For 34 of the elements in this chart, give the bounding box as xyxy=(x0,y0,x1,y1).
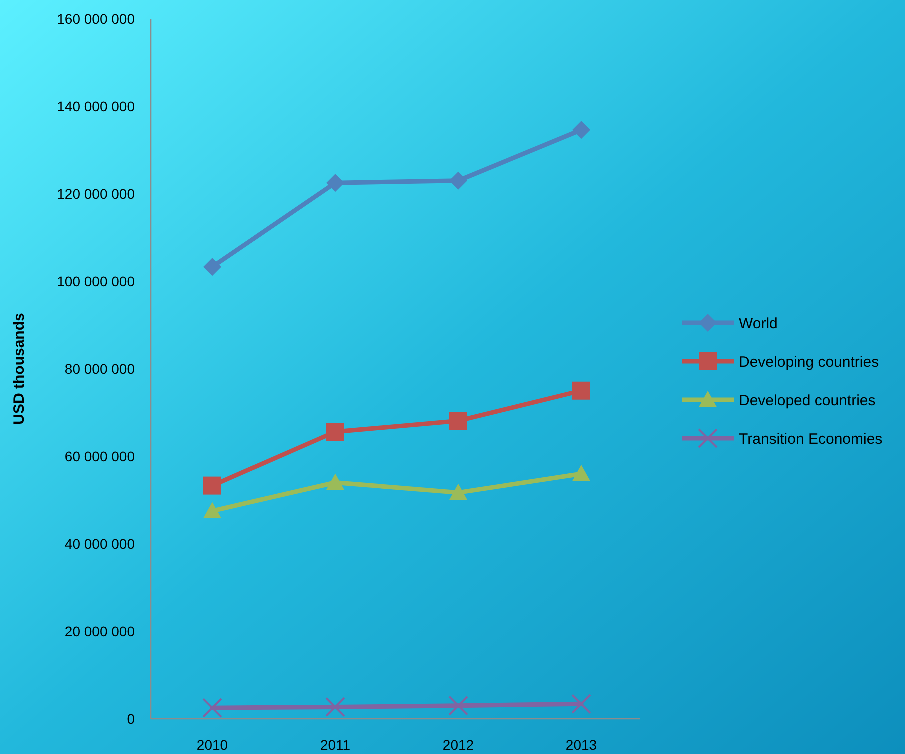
x-tick-label: 2012 xyxy=(442,737,474,753)
y-tick-label: 100 000 000 xyxy=(57,273,136,290)
x-tick-label: 2013 xyxy=(566,737,598,753)
point xyxy=(204,502,222,518)
point xyxy=(204,258,222,276)
point xyxy=(450,412,468,430)
legend-label: Transition Economies xyxy=(739,430,883,448)
point xyxy=(572,382,590,400)
y-tick-label: 120 000 000 xyxy=(57,186,136,202)
point xyxy=(204,476,222,495)
point xyxy=(450,172,468,190)
legend-label: Developing countries xyxy=(739,354,880,371)
point xyxy=(326,423,344,441)
point xyxy=(326,174,344,192)
y-tick-label: 140 000 000 xyxy=(57,98,136,114)
point xyxy=(572,694,592,714)
y-tick-label: 80 000 000 xyxy=(64,360,136,377)
point xyxy=(202,698,222,718)
y-tick-label: 20 000 000 xyxy=(64,623,136,640)
point xyxy=(448,696,468,716)
y-tick-label: 0 xyxy=(127,710,136,727)
legend-label: Developed countries xyxy=(739,392,876,410)
point xyxy=(572,121,590,140)
y-tick-label: 160 000 000 xyxy=(57,10,136,27)
x-tick-label: 2010 xyxy=(196,737,228,753)
point xyxy=(326,697,346,718)
y-tick-label: 40 000 000 xyxy=(64,536,136,552)
point xyxy=(572,465,590,482)
y-axis-title: USD thousands xyxy=(11,313,28,425)
point xyxy=(450,484,468,500)
point xyxy=(326,474,344,490)
legend-label: World xyxy=(739,315,778,332)
y-tick-label: 60 000 000 xyxy=(64,448,136,464)
x-tick-label: 2011 xyxy=(320,737,351,753)
